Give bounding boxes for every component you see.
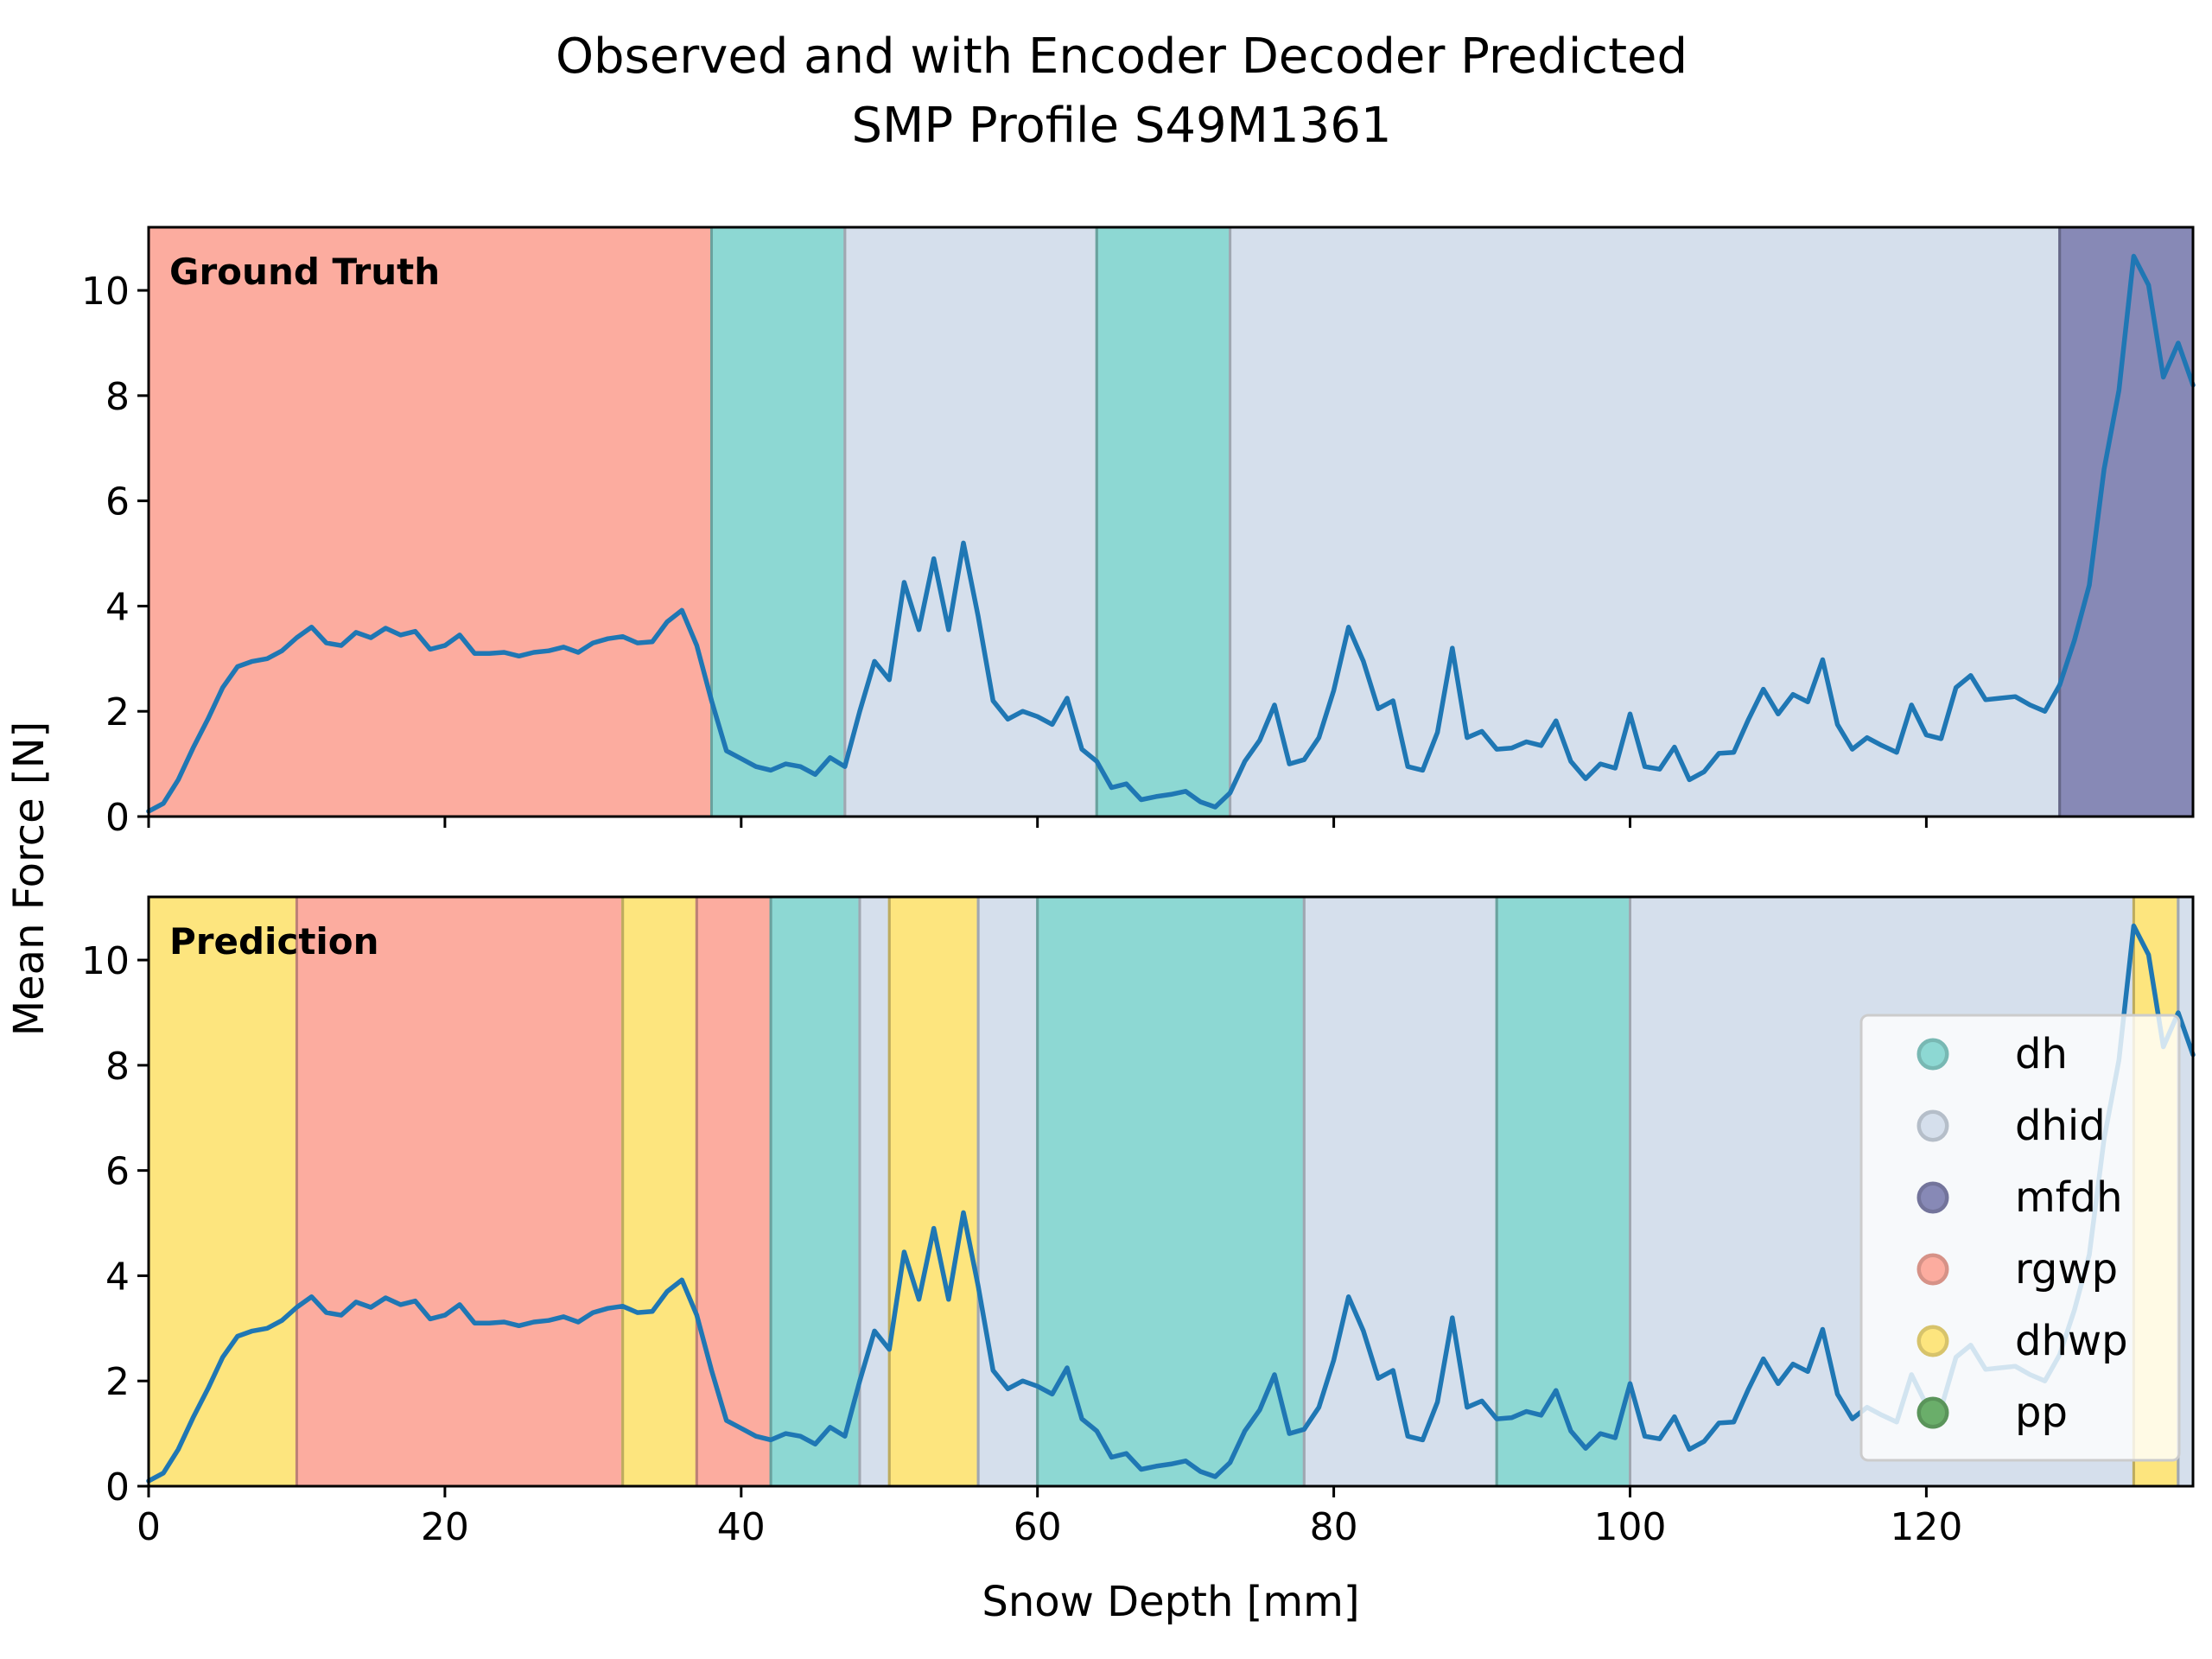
legend-label-dhid: dhid xyxy=(2015,1102,2106,1150)
y-tick-label: 8 xyxy=(105,375,130,419)
legend-marker-fill xyxy=(1921,1042,1945,1066)
y-tick-label: 6 xyxy=(105,1150,130,1194)
panel-label: Ground Truth xyxy=(169,251,440,293)
y-tick-label: 8 xyxy=(105,1045,130,1089)
chart-subtitle: SMP Profile S49M1361 xyxy=(852,98,1392,154)
legend-marker-fill xyxy=(1921,1185,1945,1210)
x-axis-label: Snow Depth [mm] xyxy=(982,1578,1359,1626)
segment-dh xyxy=(711,227,845,817)
segment-dhid xyxy=(859,897,890,1486)
axes-frame xyxy=(147,895,2195,1488)
legend-label-rgwp: rgwp xyxy=(2015,1245,2118,1294)
legend-marker-fill xyxy=(1921,1114,1945,1138)
legend-label-mfdh: mfdh xyxy=(2015,1173,2123,1222)
x-tick-label: 0 xyxy=(137,1505,161,1549)
x-tick-label: 60 xyxy=(1014,1505,1062,1549)
chart-title: Observed and with Encoder Decoder Predic… xyxy=(556,29,1688,85)
y-tick-label: 10 xyxy=(81,939,130,983)
y-tick-label: 2 xyxy=(105,690,130,734)
segment-dhid xyxy=(978,897,1038,1486)
x-tick-label: 20 xyxy=(421,1505,469,1549)
legend-marker-fill xyxy=(1921,1401,1945,1425)
segment-dhid xyxy=(1230,227,2060,817)
panel-label: Prediction xyxy=(169,920,379,963)
legend: dh dhid mfdh rgwp dhwp pp xyxy=(1859,1014,2181,1462)
y-tick-label: 6 xyxy=(105,480,130,524)
x-tick-label: 40 xyxy=(717,1505,766,1549)
y-tick-label: 4 xyxy=(105,585,130,629)
segment-dh xyxy=(1037,897,1305,1486)
segment-dhwp xyxy=(622,897,697,1486)
segment-dh xyxy=(1497,897,1630,1486)
y-tick-label: 4 xyxy=(105,1255,130,1299)
legend-label-dh: dh xyxy=(2015,1030,2068,1078)
axes-frame xyxy=(147,226,2195,818)
segment-dhwp xyxy=(149,897,297,1486)
ground-truth-panel: 0 2 4 6 8 10 Ground Truth xyxy=(81,226,2196,840)
x-tick-label: 120 xyxy=(1890,1505,1962,1549)
legend-marker-fill xyxy=(1921,1329,1945,1353)
segment-rgwp xyxy=(149,227,712,817)
y-axis-label: Mean Force [N] xyxy=(5,721,54,1037)
series-line-mean-force xyxy=(146,253,2196,814)
y-tick-label: 0 xyxy=(105,1465,130,1510)
legend-marker-fill xyxy=(1921,1257,1945,1281)
segment-dh xyxy=(1096,227,1230,817)
y-tick-label: 2 xyxy=(105,1360,130,1404)
y-tick-label: 10 xyxy=(81,270,130,314)
segment-rgwp xyxy=(296,897,623,1486)
segment-dhwp xyxy=(889,897,979,1486)
segment-dh xyxy=(771,897,860,1486)
y-tick-label: 0 xyxy=(105,796,130,840)
legend-label-dhwp: dhwp xyxy=(2015,1317,2128,1365)
x-tick-label: 80 xyxy=(1310,1505,1358,1549)
segment-dhid xyxy=(844,227,1097,817)
x-tick-label: 100 xyxy=(1594,1505,1667,1549)
segment-rgwp xyxy=(696,897,772,1486)
series-line-mean-force xyxy=(146,923,2196,1484)
legend-label-pp: pp xyxy=(2015,1389,2068,1437)
